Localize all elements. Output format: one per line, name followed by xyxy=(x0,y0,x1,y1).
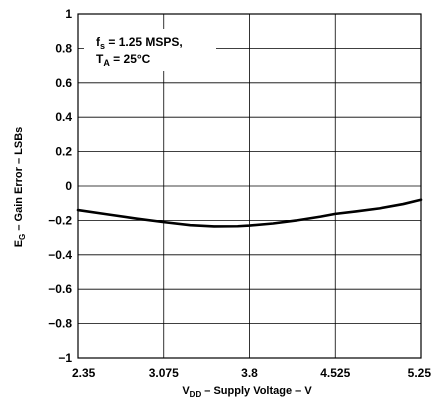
y-tick-labels: 1 0.8 0.6 0.4 0.2 0 −0.2 −0.4 −0.6 −0.8 −1 xyxy=(48,7,72,365)
x-tick-label: 5.25 xyxy=(408,366,432,380)
y-tick-label: 0.4 xyxy=(55,110,72,124)
y-tick-label: −0.4 xyxy=(48,248,72,262)
y-tick-label: 1 xyxy=(65,7,72,21)
x-tick-label: 3.8 xyxy=(241,366,258,380)
annotation-line2: TA = 25°C xyxy=(96,52,151,68)
y-tick-label: 0.2 xyxy=(55,145,72,159)
annotation-line1: fs = 1.25 MSPS, xyxy=(96,35,183,51)
y-tick-label: −0.6 xyxy=(48,282,72,296)
y-tick-label: −0.2 xyxy=(48,213,72,227)
y-tick-label: 0.6 xyxy=(55,76,72,90)
plot-frame xyxy=(77,13,422,359)
series-lines xyxy=(76,198,423,228)
x-tick-label: 4.525 xyxy=(320,366,350,380)
grid-lines xyxy=(78,14,421,358)
annotation-box xyxy=(84,29,216,71)
x-axis-label: VDD – Supply Voltage – V xyxy=(182,385,312,398)
x-tick-label: 3.075 xyxy=(149,366,179,380)
x-tick-label: 2.35 xyxy=(72,366,96,380)
series-line xyxy=(76,198,423,228)
y-axis-label: EG – Gain Error – LSBs xyxy=(13,127,27,248)
y-tick-label: 0 xyxy=(65,179,72,193)
y-tick-label: −1 xyxy=(58,351,72,365)
x-tick-labels: 2.35 3.075 3.8 4.525 5.25 xyxy=(72,366,431,380)
y-tick-label: −0.8 xyxy=(48,317,72,331)
y-tick-label: 0.8 xyxy=(55,41,72,55)
